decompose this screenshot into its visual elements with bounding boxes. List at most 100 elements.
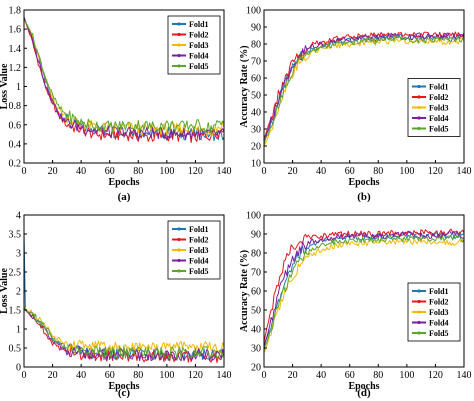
series-line-fold4 <box>263 230 464 347</box>
x-tick-label: 100 <box>399 166 414 177</box>
y-tick-label: 100 <box>246 6 261 17</box>
legend-label: Fold4 <box>189 257 209 266</box>
legend-label: Fold1 <box>189 20 209 29</box>
x-tick-label: 120 <box>188 166 203 177</box>
x-tick-label: 60 <box>105 166 115 177</box>
x-tick-label: 0 <box>22 166 27 177</box>
legend-marker <box>417 310 421 314</box>
y-tick-label: 70 <box>251 268 261 279</box>
legend-label: Fold3 <box>189 246 209 255</box>
legend-label: Fold2 <box>429 298 449 307</box>
x-axis-label: Epochs <box>348 177 379 188</box>
panel-caption: (c) <box>118 387 131 399</box>
legend-label: Fold3 <box>189 41 209 50</box>
y-tick-label: 1.5 <box>9 306 22 317</box>
series-line-fold3 <box>263 238 465 354</box>
legend-marker <box>417 331 421 335</box>
chart-panel-c: 0 20 40 60 80 100 120 140 0 0.5 1 1.5 2 2.5 3 3.5 4 Epoch… <box>0 211 232 400</box>
chart-panel-d: 0 20 40 60 80 100 120 1402030405060708090100Epo… <box>239 211 472 400</box>
legend-label: Fold3 <box>429 308 449 317</box>
legend-marker <box>177 248 181 252</box>
legend-marker <box>417 84 421 89</box>
legend-marker <box>177 227 181 231</box>
y-tick-label: 1 <box>16 82 21 93</box>
series-line-fold5 <box>23 306 225 359</box>
legend-label: Fold5 <box>189 267 209 276</box>
legend-label: Fold5 <box>429 125 449 134</box>
y-tick-label: 80 <box>251 249 261 260</box>
y-tick-label: 1.4 <box>9 44 22 55</box>
legend-marker <box>177 269 181 273</box>
panel-caption: (b) <box>357 191 371 203</box>
legend-label: Fold4 <box>429 114 449 123</box>
x-tick-label: 0 <box>262 370 267 381</box>
y-tick-label: 1.8 <box>9 6 22 17</box>
y-tick-label: 30 <box>251 125 261 136</box>
x-tick-label: 100 <box>399 370 414 381</box>
legend-marker <box>417 289 421 293</box>
legend-label: Fold2 <box>429 93 449 102</box>
x-tick-label: 140 <box>217 370 232 381</box>
y-tick-label: 50 <box>251 306 261 317</box>
x-tick-label: 60 <box>345 370 355 381</box>
legend-marker <box>417 116 421 120</box>
y-tick-label: 4 <box>16 211 21 222</box>
x-tick-label: 40 <box>76 166 86 177</box>
y-tick-label: 1.6 <box>9 25 22 36</box>
chart-panel-a: 0 20 40 60 80 100 120 140 0.2 0.4 0.6 0.8 1 1.2 1.4 1.6… <box>0 6 232 204</box>
legend-label: Fold2 <box>189 31 209 40</box>
y-tick-label: 0 <box>16 363 21 374</box>
y-tick-label: 20 <box>251 142 261 153</box>
x-tick-label: 0 <box>22 370 27 381</box>
y-tick-label: 0.6 <box>9 120 22 131</box>
y-axis-label: Accuracy Rate (%) <box>239 45 250 127</box>
y-tick-label: 0.4 <box>9 139 22 150</box>
x-tick-label: 80 <box>373 370 383 381</box>
x-axis-label: Epochs <box>108 381 139 392</box>
x-tick-label: 120 <box>188 370 203 381</box>
x-tick-label: 140 <box>457 166 472 177</box>
y-tick-label: 60 <box>251 287 261 298</box>
x-axis-label: Epochs <box>108 177 139 188</box>
legend-marker <box>177 43 181 47</box>
x-tick-label: 80 <box>133 370 143 381</box>
legend-marker <box>177 32 181 37</box>
x-tick-label: 80 <box>133 166 143 177</box>
y-tick-label: 30 <box>251 344 261 355</box>
legend-marker <box>177 258 181 263</box>
legend-marker <box>417 299 421 304</box>
x-tick-label: 120 <box>428 166 443 177</box>
y-tick-label: 70 <box>251 57 261 68</box>
y-tick-label: 90 <box>251 230 261 241</box>
legend-marker <box>177 53 181 58</box>
legend-label: Fold2 <box>189 236 209 245</box>
y-tick-label: 40 <box>251 108 261 119</box>
y-tick-label: 0.8 <box>9 101 22 112</box>
y-tick-label: 50 <box>251 91 261 102</box>
x-tick-label: 120 <box>428 370 443 381</box>
y-tick-label: 80 <box>251 40 261 51</box>
legend-marker <box>177 237 181 242</box>
chart-panel-b: 0 20 40 60 80 100 120 140 10 20 30 40 50 60 70 80 90 100 E… <box>239 6 472 204</box>
plot-frame <box>263 9 465 164</box>
x-tick-label: 40 <box>316 166 326 177</box>
y-axis-label: Loss Value <box>0 63 10 109</box>
series-line-fold5 <box>263 235 465 351</box>
x-tick-label: 60 <box>345 166 355 177</box>
legend-marker <box>417 105 421 110</box>
legend-marker <box>417 95 421 99</box>
x-tick-label: 20 <box>48 166 58 177</box>
y-tick-label: 20 <box>251 363 261 374</box>
x-tick-label: 100 <box>159 370 174 381</box>
series-line-fold4 <box>23 16 225 141</box>
series-line-fold2 <box>263 228 465 342</box>
series-line-fold2 <box>23 17 225 144</box>
x-tick-label: 100 <box>159 166 174 177</box>
legend-marker <box>177 22 181 26</box>
y-tick-label: 60 <box>251 74 261 85</box>
y-tick-label: 90 <box>251 23 261 34</box>
